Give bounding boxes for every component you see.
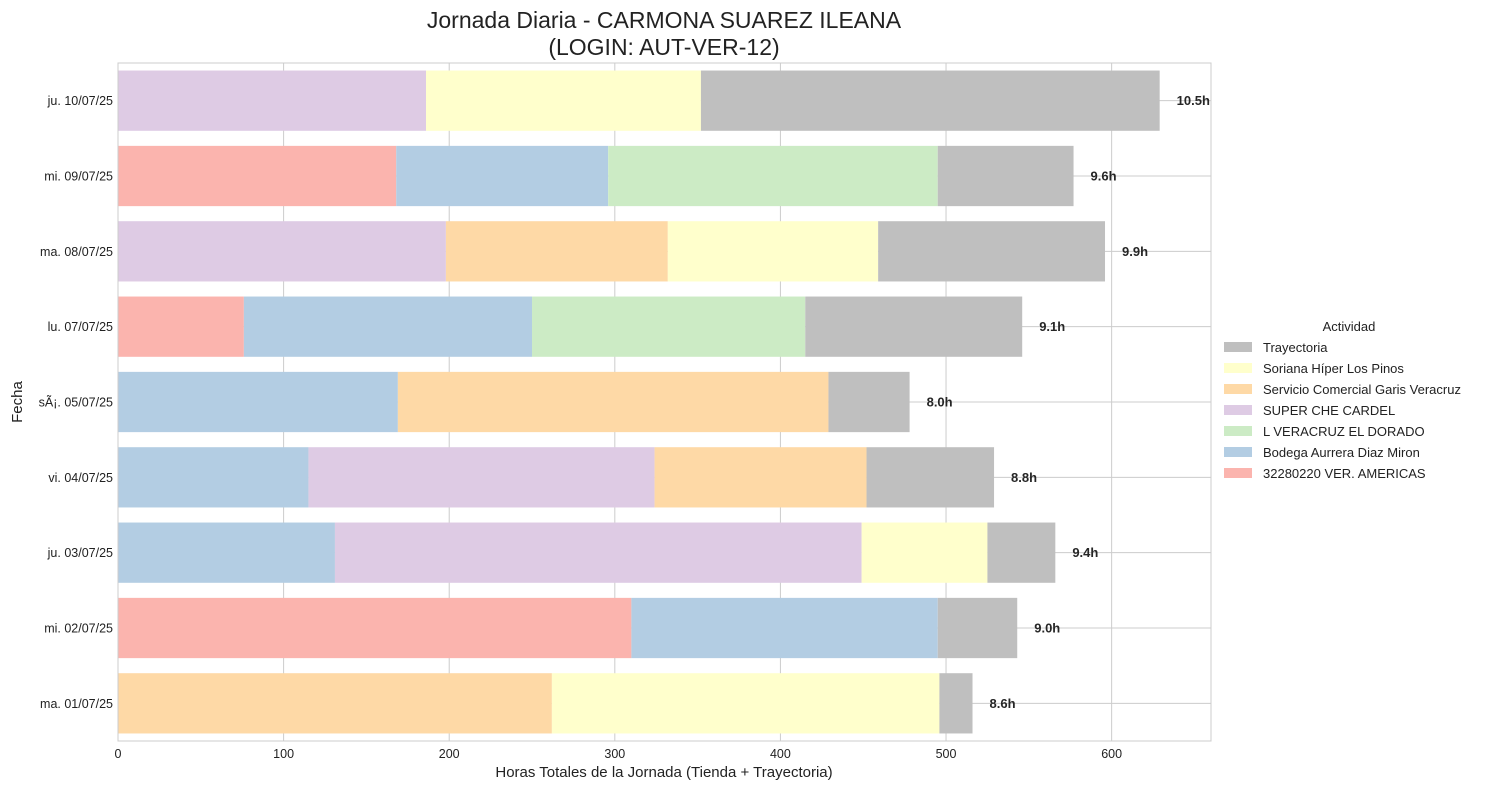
bar-total-label: 9.4h: [1072, 545, 1098, 560]
x-tick-label: 600: [1101, 747, 1122, 761]
chart-title: Jornada Diaria - CARMONA SUAREZ ILEANA: [427, 7, 902, 33]
legend-swatch: [1224, 342, 1252, 352]
bar-segment: [118, 70, 427, 131]
bar-segment: [243, 296, 533, 357]
bar-segment: [426, 70, 701, 131]
legend-label: Soriana Híper Los Pinos: [1263, 361, 1404, 376]
legend-swatch: [1224, 426, 1252, 436]
x-tick-label: 0: [115, 747, 122, 761]
legend-label: L VERACRUZ EL DORADO: [1263, 424, 1425, 439]
chart-subtitle: (LOGIN: AUT-VER-12): [548, 34, 779, 60]
bar-total-label: 10.5h: [1177, 93, 1210, 108]
legend-swatch: [1224, 468, 1252, 478]
legend-swatch: [1224, 384, 1252, 394]
bar-segment: [631, 597, 938, 659]
bars-layer: [118, 70, 1160, 734]
bar-segment: [118, 597, 632, 659]
legend-swatch: [1224, 363, 1252, 373]
bar-total-label: 9.0h: [1034, 621, 1060, 636]
legend-label: SUPER CHE CARDEL: [1263, 403, 1395, 418]
plot-frame: [117, 62, 1212, 742]
bar-segment: [396, 145, 609, 207]
x-tick-label: 200: [439, 747, 460, 761]
bar-segment: [118, 371, 398, 433]
legend-title: Actividad: [1323, 319, 1376, 334]
legend: Actividad Trayectoria Soriana Híper Los P…: [1224, 319, 1461, 481]
legend-items: Trayectoria Soriana Híper Los Pinos Servic…: [1224, 340, 1461, 481]
bar-segment: [937, 597, 1018, 659]
y-tick-label: ma. 08/07/25: [40, 245, 113, 259]
bar-segment: [861, 522, 988, 583]
bar-segment: [118, 447, 309, 508]
bar-segment: [667, 221, 879, 282]
y-tick-label: ju. 10/07/25: [47, 94, 113, 108]
y-tick-label: ju. 03/07/25: [47, 546, 113, 560]
y-axis-label: Fecha: [9, 381, 26, 423]
bar-segment: [828, 371, 910, 433]
legend-label: Servicio Comercial Garis Veracruz: [1263, 382, 1461, 397]
legend-label: Bodega Aurrera Diaz Miron: [1263, 445, 1420, 460]
bar-segment: [939, 673, 973, 734]
bar-segment: [118, 221, 446, 282]
bar-segment: [866, 447, 995, 508]
bar-segment: [397, 371, 829, 433]
bar-segment: [987, 522, 1056, 583]
bar-segment: [118, 522, 335, 583]
bar-segment: [445, 221, 668, 282]
bar-total-label: 9.9h: [1122, 244, 1148, 259]
bar-segment: [118, 673, 552, 734]
legend-label: Trayectoria: [1263, 340, 1328, 355]
y-tick-label: mi. 02/07/25: [44, 622, 113, 636]
x-tick-label: 500: [936, 747, 957, 761]
legend-label: 32280220 VER. AMERICAS: [1263, 466, 1426, 481]
bar-segment: [654, 447, 867, 508]
x-tick-label: 300: [604, 747, 625, 761]
bar-segment: [700, 70, 1160, 131]
bar-segment: [334, 522, 862, 583]
bar-segment: [937, 145, 1074, 207]
bar-segment: [805, 296, 1023, 357]
y-tick-label: sÃ¡. 05/07/25: [39, 396, 113, 410]
bar-total-label: 8.6h: [990, 696, 1016, 711]
x-tick-label: 100: [273, 747, 294, 761]
legend-swatch: [1224, 405, 1252, 415]
totals-layer: 10.5h 9.6h 9.9h 9.1h 8.0h 8.8h 9.4h 9.0h 8.6h: [927, 93, 1210, 711]
bar-segment: [551, 673, 940, 734]
bar-total-label: 9.1h: [1039, 319, 1065, 334]
bar-segment: [608, 145, 938, 207]
x-tick-label: 400: [770, 747, 791, 761]
bar-total-label: 8.8h: [1011, 470, 1037, 485]
legend-swatch: [1224, 447, 1252, 457]
bar-segment: [118, 296, 244, 357]
y-tick-label: ma. 01/07/25: [40, 697, 113, 711]
bar-segment: [878, 221, 1106, 282]
bar-segment: [308, 447, 655, 508]
y-tick-label: vi. 04/07/25: [48, 471, 113, 485]
ticks-layer: 0 100 200 300 400 500 600 ju. 10/07/25 mi. 09/07…: [39, 94, 1122, 761]
bar-total-label: 9.6h: [1091, 169, 1117, 184]
bar-segment: [532, 296, 806, 357]
x-axis-label: Horas Totales de la Jornada (Tienda + Tr…: [495, 764, 832, 781]
bar-segment: [118, 145, 397, 207]
bar-total-label: 8.0h: [927, 395, 953, 410]
y-tick-label: mi. 09/07/25: [44, 170, 113, 184]
y-tick-label: lu. 07/07/25: [48, 320, 113, 334]
